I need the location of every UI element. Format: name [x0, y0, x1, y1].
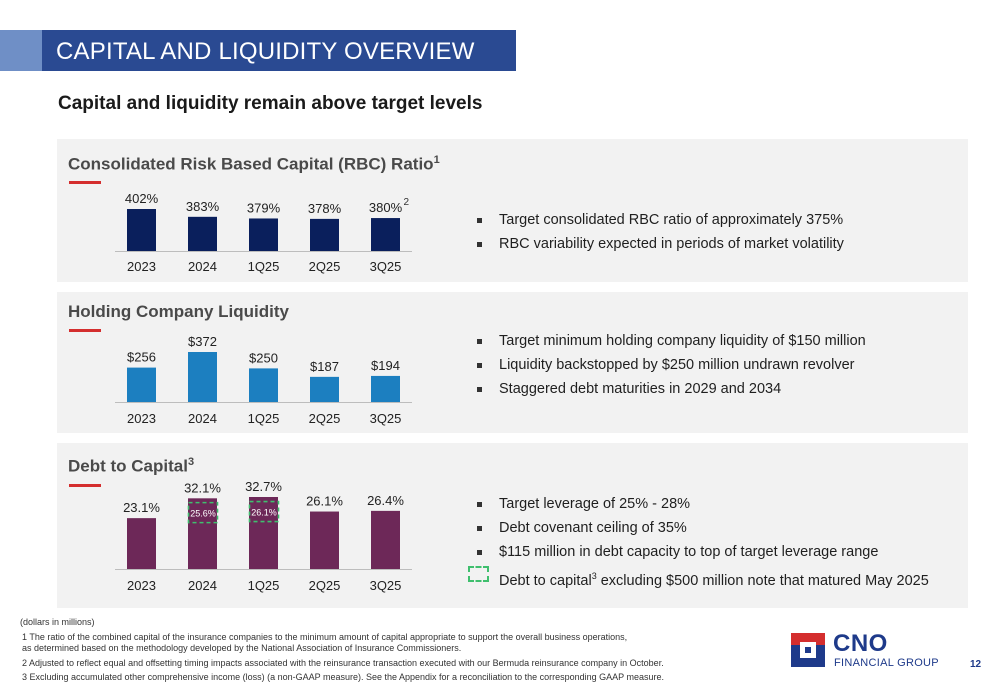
units-note: (dollars in millions) [20, 617, 95, 627]
footnote-1: 1 The ratio of the combined capital of t… [22, 632, 628, 642]
bullet-item: $115 million in debt capacity to top of … [476, 542, 929, 566]
debt-panel: Debt to Capital3 23.1% 2023 32.1% 25.6% 2024… [57, 443, 968, 608]
title-band-accent [0, 30, 42, 71]
footnote-1-cont: as determined based on the methodology d… [22, 643, 462, 653]
category-label: 2Q25 [309, 259, 341, 274]
debt-bullets: Target leverage of 25% - 28% Debt covena… [468, 494, 929, 590]
bar-debt-2023 [127, 518, 156, 569]
category-label: 1Q25 [248, 578, 280, 593]
category-label: 2023 [127, 578, 156, 593]
cno-logo: CNO FINANCIAL GROUP [791, 630, 941, 669]
bar-debt-2024 [188, 498, 217, 569]
logo-subtext: FINANCIAL GROUP [834, 657, 939, 669]
debt-chart: 23.1% 2023 32.1% 25.6% 2024 32.7% 26.1% 1Q25 26.… [115, 479, 412, 593]
category-label: 3Q25 [370, 578, 402, 593]
liquidity-panel-title: Holding Company Liquidity [68, 302, 289, 321]
bar-rbc-1Q25 [249, 218, 278, 251]
bullet-item: Target leverage of 25% - 28% [476, 494, 929, 518]
bar-value-label: $256 [127, 350, 156, 365]
category-label: 1Q25 [248, 259, 280, 274]
category-label: 3Q25 [370, 259, 402, 274]
liquidity-chart: $256 2023 $372 2024 $250 1Q25 $187 2Q25 $194 3Q25 [115, 334, 412, 426]
bar-liquidity-2023 [127, 367, 156, 402]
footnote-superscript: 2 [404, 197, 410, 208]
category-label: 1Q25 [248, 411, 280, 426]
category-label: 2023 [127, 411, 156, 426]
bar-value-label: 402% [125, 191, 159, 206]
category-label: 2Q25 [309, 411, 341, 426]
category-label: 2024 [188, 578, 217, 593]
bar-debt-3Q25 [371, 510, 400, 569]
bar-debt-2Q25 [310, 511, 339, 569]
bullet-item: Target consolidated RBC ratio of approxi… [476, 210, 844, 234]
page-subtitle: Capital and liquidity remain above targe… [58, 93, 483, 114]
bar-liquidity-2Q25 [310, 376, 339, 402]
page-title: CAPITAL AND LIQUIDITY OVERVIEW [56, 38, 475, 65]
bar-debt-1Q25 [249, 497, 278, 569]
bar-value-label: 32.1% [184, 480, 221, 495]
adjusted-value-label: 25.6% [190, 509, 216, 519]
bar-rbc-2024 [188, 216, 217, 251]
bar-value-label: 380% [369, 200, 403, 215]
rbc-panel-title: Consolidated Risk Based Capital (RBC) Ra… [68, 154, 440, 174]
bar-value-label: 26.1% [306, 494, 343, 509]
dashed-legend-item: Debt to capital3 excluding $500 million … [468, 566, 929, 590]
rbc-bullets: Target consolidated RBC ratio of approxi… [476, 210, 844, 258]
footnote-2: 2 Adjusted to reflect equal and offsetti… [22, 658, 664, 668]
adjusted-value-label: 26.1% [251, 508, 277, 518]
category-label: 3Q25 [370, 411, 402, 426]
liquidity-title-underline [69, 329, 101, 332]
dashed-box-legend-icon [468, 566, 489, 582]
bullet-item: Target minimum holding company liquidity… [476, 331, 866, 355]
liquidity-bullets: Target minimum holding company liquidity… [476, 331, 866, 403]
debt-panel-title: Debt to Capital3 [68, 456, 195, 476]
bar-liquidity-1Q25 [249, 368, 278, 402]
debt-title-underline [69, 484, 101, 487]
bar-value-label: $250 [249, 350, 278, 365]
footnote-3: 3 Excluding accumulated other comprehens… [22, 672, 665, 682]
category-label: 2023 [127, 259, 156, 274]
title-band: CAPITAL AND LIQUIDITY OVERVIEW [0, 30, 516, 71]
liquidity-panel: Holding Company Liquidity $256 2023 $372 20… [57, 292, 968, 433]
bullet-item: RBC variability expected in periods of m… [476, 234, 844, 258]
rbc-panel: Consolidated Risk Based Capital (RBC) Ra… [57, 139, 968, 282]
bar-liquidity-3Q25 [371, 375, 400, 402]
bar-value-label: 383% [186, 199, 220, 214]
rbc-chart: 402% 2023 383% 2024 379% 1Q25 378% 2Q25 380% 2 3Q2… [115, 191, 412, 274]
bar-liquidity-2024 [188, 352, 217, 402]
bar-value-label: $194 [371, 358, 400, 373]
rbc-title-underline [69, 181, 101, 184]
bar-rbc-2Q25 [310, 218, 339, 251]
bar-value-label: 32.7% [245, 479, 282, 494]
category-label: 2024 [188, 259, 217, 274]
bar-value-label: 26.4% [367, 493, 404, 508]
bar-rbc-3Q25 [371, 218, 400, 251]
category-label: 2024 [188, 411, 217, 426]
bar-value-label: 379% [247, 200, 281, 215]
bar-value-label: $372 [188, 334, 217, 349]
bar-value-label: 378% [308, 201, 342, 216]
bullet-item: Debt covenant ceiling of 35% [476, 518, 929, 542]
category-label: 2Q25 [309, 578, 341, 593]
bullet-item: Liquidity backstopped by $250 million un… [476, 355, 866, 379]
bullet-item: Staggered debt maturities in 2029 and 20… [476, 379, 866, 403]
bar-rbc-2023 [127, 209, 156, 251]
logo-mark-icon [791, 633, 825, 667]
logo-name: CNO [833, 630, 888, 657]
page-number: 12 [970, 659, 982, 670]
bar-value-label: 23.1% [123, 500, 160, 515]
bar-value-label: $187 [310, 359, 339, 374]
